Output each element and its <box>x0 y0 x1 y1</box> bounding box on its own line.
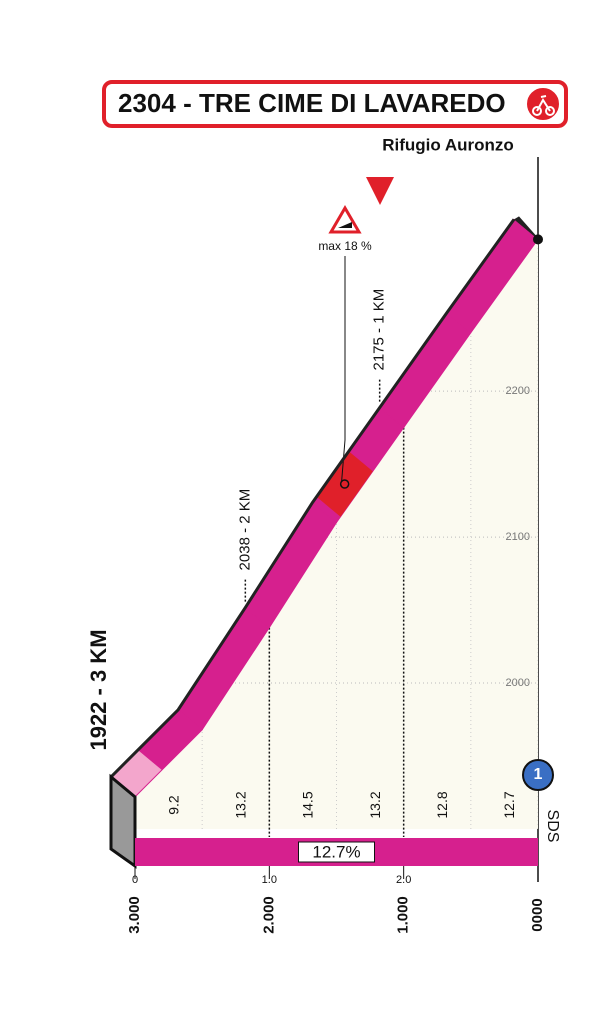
profile-band <box>137 709 203 771</box>
profile-area <box>135 239 538 829</box>
y-tick-label: 2200 <box>506 385 530 397</box>
x-tick-label: 2.000 <box>260 896 277 934</box>
x-tick-label: 1.000 <box>395 896 412 934</box>
km-label: 1922 - 3 KM <box>86 629 111 750</box>
km-label: 2038 - 2 KM <box>236 489 253 571</box>
sprint-badge <box>522 759 554 791</box>
climb-icon <box>532 106 542 116</box>
climb-icon <box>536 95 551 112</box>
profile-line <box>109 218 516 778</box>
chart-title: 2304 - TRE CIME DI LAVAREDO <box>118 88 506 118</box>
gradient-label: 14.5 <box>300 791 316 818</box>
gradient-label: 12.7 <box>501 791 517 818</box>
finish-dot <box>533 234 543 245</box>
gradient-label: 13.2 <box>232 791 248 818</box>
max-gradient-pointer <box>341 256 346 482</box>
finish-note: SDS <box>544 810 561 843</box>
x-tick-label: 3.000 <box>126 896 143 934</box>
sprint-badge-label: 1 <box>534 766 543 783</box>
y-tick-label: 2100 <box>506 531 530 543</box>
average-label: 12.7% <box>312 842 360 861</box>
plot: 2000 2100 2200 12.7% 9.2 13.2 14.5 13.2 12.8 12.7… <box>86 216 561 934</box>
y-tick-label: 2000 <box>506 677 530 689</box>
subtitle: Rifugio Auronzo <box>382 135 514 154</box>
max-gradient-dot <box>339 479 350 489</box>
gradient-label: 12.8 <box>434 791 450 818</box>
distance-tick-label: 1.0 <box>262 874 277 886</box>
warning-icon <box>338 222 352 228</box>
km-label: 2175 - 1 KM <box>371 289 388 371</box>
warning-icon <box>328 205 362 234</box>
title-box <box>102 80 568 128</box>
x-tick-label: 0000 <box>529 898 546 931</box>
climb-icon <box>545 106 555 116</box>
climb-icon <box>525 86 561 122</box>
distance-tick-label: 2.0 <box>396 874 411 886</box>
km-flag <box>366 177 394 205</box>
distance-tick-label: 0 <box>132 874 138 886</box>
max-gradient-section <box>316 451 373 517</box>
average-label-box <box>298 841 375 863</box>
gradient-label: 13.2 <box>367 791 383 818</box>
gradient-label: 9.2 <box>165 795 181 815</box>
max-gradient-label: max 18 % <box>318 239 372 253</box>
